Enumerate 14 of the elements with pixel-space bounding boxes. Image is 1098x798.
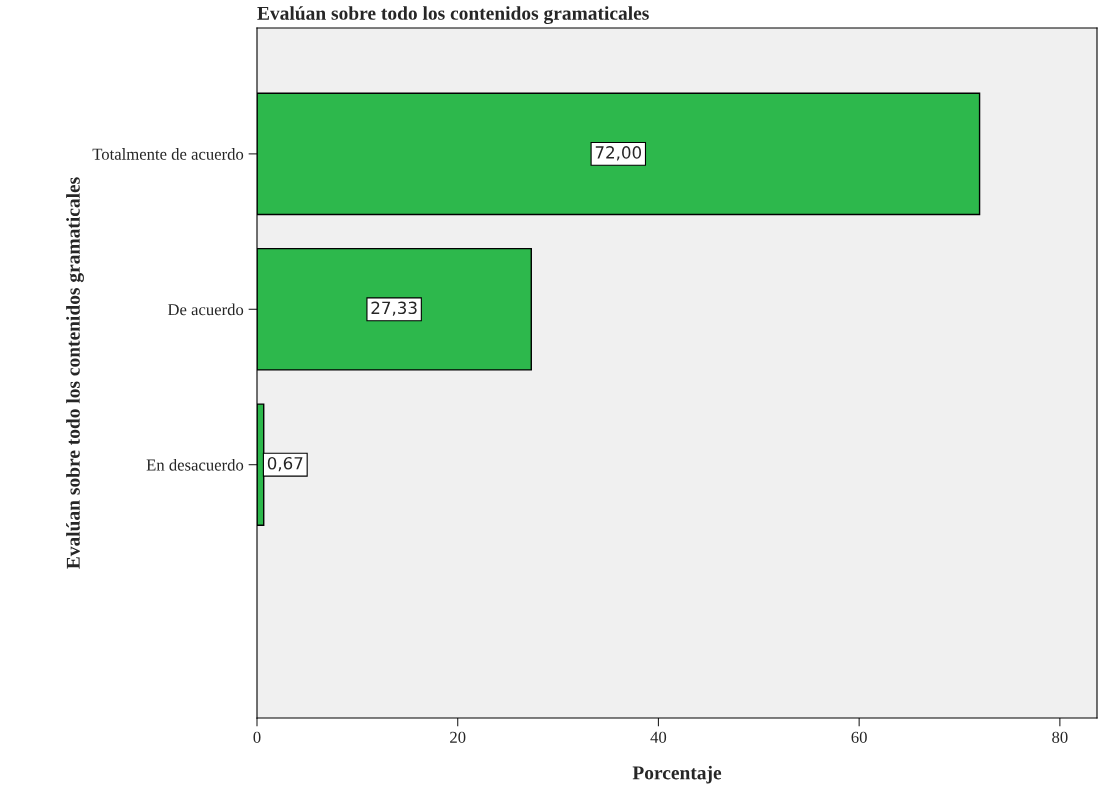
chart-title: Evalúan sobre todo los contenidos gramaticales bbox=[257, 6, 649, 24]
data-label: 0,67 bbox=[267, 456, 303, 472]
y-tick-label: Totalmente de acuerdo bbox=[92, 148, 244, 160]
x-tick-label: 20 bbox=[450, 731, 466, 743]
data-label: 27,33 bbox=[371, 301, 417, 316]
x-tick-label: 60 bbox=[851, 731, 867, 743]
y-tick-label: En desacuerdo bbox=[146, 458, 244, 471]
x-tick-label: 40 bbox=[650, 731, 667, 743]
y-tick-label: De acuerdo bbox=[167, 303, 244, 316]
y-axis-title: Evalúan sobre todo los contenidos gramaticales bbox=[66, 177, 84, 569]
x-axis-title: Porcentaje bbox=[632, 765, 722, 784]
x-tick-label: 80 bbox=[1052, 731, 1068, 743]
x-tick-label: 0 bbox=[253, 731, 261, 743]
data-label: 72,00 bbox=[595, 146, 642, 161]
